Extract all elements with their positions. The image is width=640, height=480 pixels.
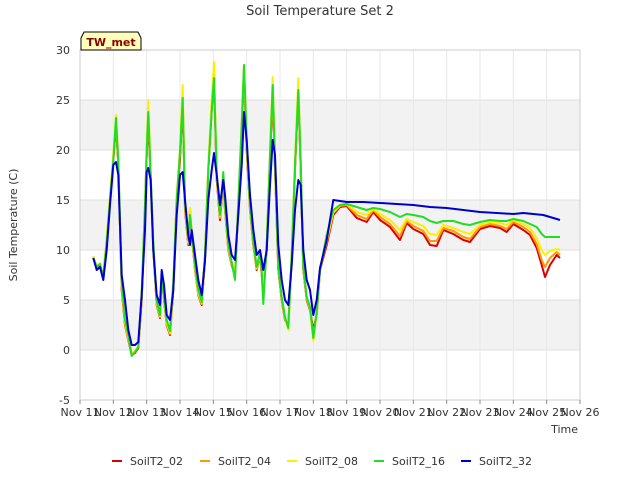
legend-label: SoilT2_32 [479,455,532,468]
background-band [80,150,580,200]
y-tick-label: 20 [56,144,70,157]
y-axis-ticks: -5 0 5 10 15 20 25 30 [56,44,70,407]
x-tick-label: Nov 14 [161,406,200,419]
series-line-soilt2-32 [92,111,561,346]
y-tick-label: 5 [63,294,70,307]
x-tick-label: Nov 17 [261,406,300,419]
y-axis-label: Soil Temperature (C) [7,169,20,282]
y-tick-label: 10 [56,244,70,257]
x-tick-label: Nov 23 [461,406,500,419]
x-tick-label: Nov 13 [127,406,166,419]
x-axis-label: Time [550,423,578,436]
station-badge: TW_met [80,31,142,51]
background-band [80,50,580,100]
plot-area-frame [79,49,581,401]
y-tick-label: 15 [56,194,70,207]
x-tick-label: Nov 19 [327,406,366,419]
chart-legend: SoilT2_02 SoilT2_04 SoilT2_08 SoilT2_16 Soil… [112,455,532,468]
x-tick-label: Nov 15 [194,406,233,419]
x-tick-label: Nov 20 [361,406,400,419]
series-lines [92,61,561,357]
legend-label: SoilT2_08 [305,455,358,468]
series-line-soilt2-16 [92,64,560,357]
station-badge-text: TW_met [86,36,135,49]
x-tick-label: Nov 18 [294,406,333,419]
x-tick-label: Nov 26 [561,406,600,419]
x-tick-label: Nov 21 [394,406,433,419]
y-tick-label: 0 [63,344,70,357]
station-badge-box [80,31,142,51]
background-band [80,300,580,350]
x-tick-label: Nov 12 [94,406,133,419]
plot-background-bands [80,50,580,400]
chart-title: Soil Temperature Set 2 [246,4,394,19]
background-band [80,350,580,400]
x-tick-label: Nov 25 [527,406,566,419]
background-band [80,100,580,150]
legend-label: SoilT2_04 [218,455,271,468]
x-tick-label: Nov 11 [61,406,100,419]
y-tick-label: -5 [59,394,70,407]
y-tick-label: 25 [56,94,70,107]
x-tick-label: Nov 16 [227,406,266,419]
legend-label: SoilT2_16 [392,455,445,468]
y-tick-label: 30 [56,44,70,57]
x-tick-label: Nov 24 [494,406,533,419]
x-tick-label: Nov 22 [427,406,466,419]
legend-label: SoilT2_02 [130,455,183,468]
